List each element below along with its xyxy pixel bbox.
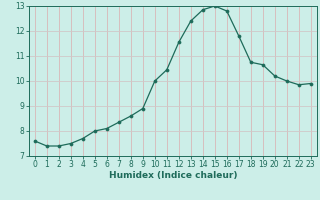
X-axis label: Humidex (Indice chaleur): Humidex (Indice chaleur) <box>108 171 237 180</box>
